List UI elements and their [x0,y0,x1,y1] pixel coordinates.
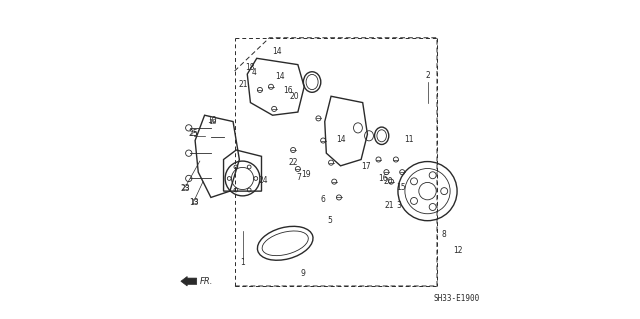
Text: 10: 10 [207,116,218,125]
Text: 14: 14 [337,135,346,144]
Text: 16: 16 [283,86,292,95]
Text: 1: 1 [240,258,245,267]
Text: 18: 18 [245,63,255,72]
Text: FR.: FR. [200,278,213,286]
Text: 19: 19 [301,170,311,179]
Text: 17: 17 [361,162,371,171]
Text: 24: 24 [259,176,268,185]
Text: 6: 6 [321,196,326,204]
Polygon shape [181,277,196,286]
Text: 25: 25 [189,131,198,137]
Text: 20: 20 [384,177,394,186]
Text: 11: 11 [404,135,413,145]
Text: 3: 3 [396,201,401,210]
Text: 8: 8 [442,230,447,239]
Text: 5: 5 [327,216,332,225]
Text: 2: 2 [425,71,430,80]
Text: 21: 21 [385,202,394,211]
Text: 14: 14 [273,48,282,56]
Text: 4: 4 [252,68,257,77]
Text: 16: 16 [378,174,387,183]
Text: 14: 14 [276,72,285,81]
Text: 7: 7 [296,173,301,182]
Text: 21: 21 [239,80,248,89]
Text: 23: 23 [180,184,191,193]
Text: 22: 22 [289,158,298,167]
Text: 13: 13 [190,199,198,205]
Text: 10: 10 [208,119,217,124]
Text: 13: 13 [189,198,199,207]
Text: 9: 9 [301,270,306,278]
Text: 12: 12 [453,246,463,255]
Text: 23: 23 [181,185,190,191]
Text: SH33-E1900: SH33-E1900 [434,293,480,302]
Text: 20: 20 [289,93,299,101]
Text: 15: 15 [396,183,406,192]
Text: 25: 25 [189,129,198,138]
